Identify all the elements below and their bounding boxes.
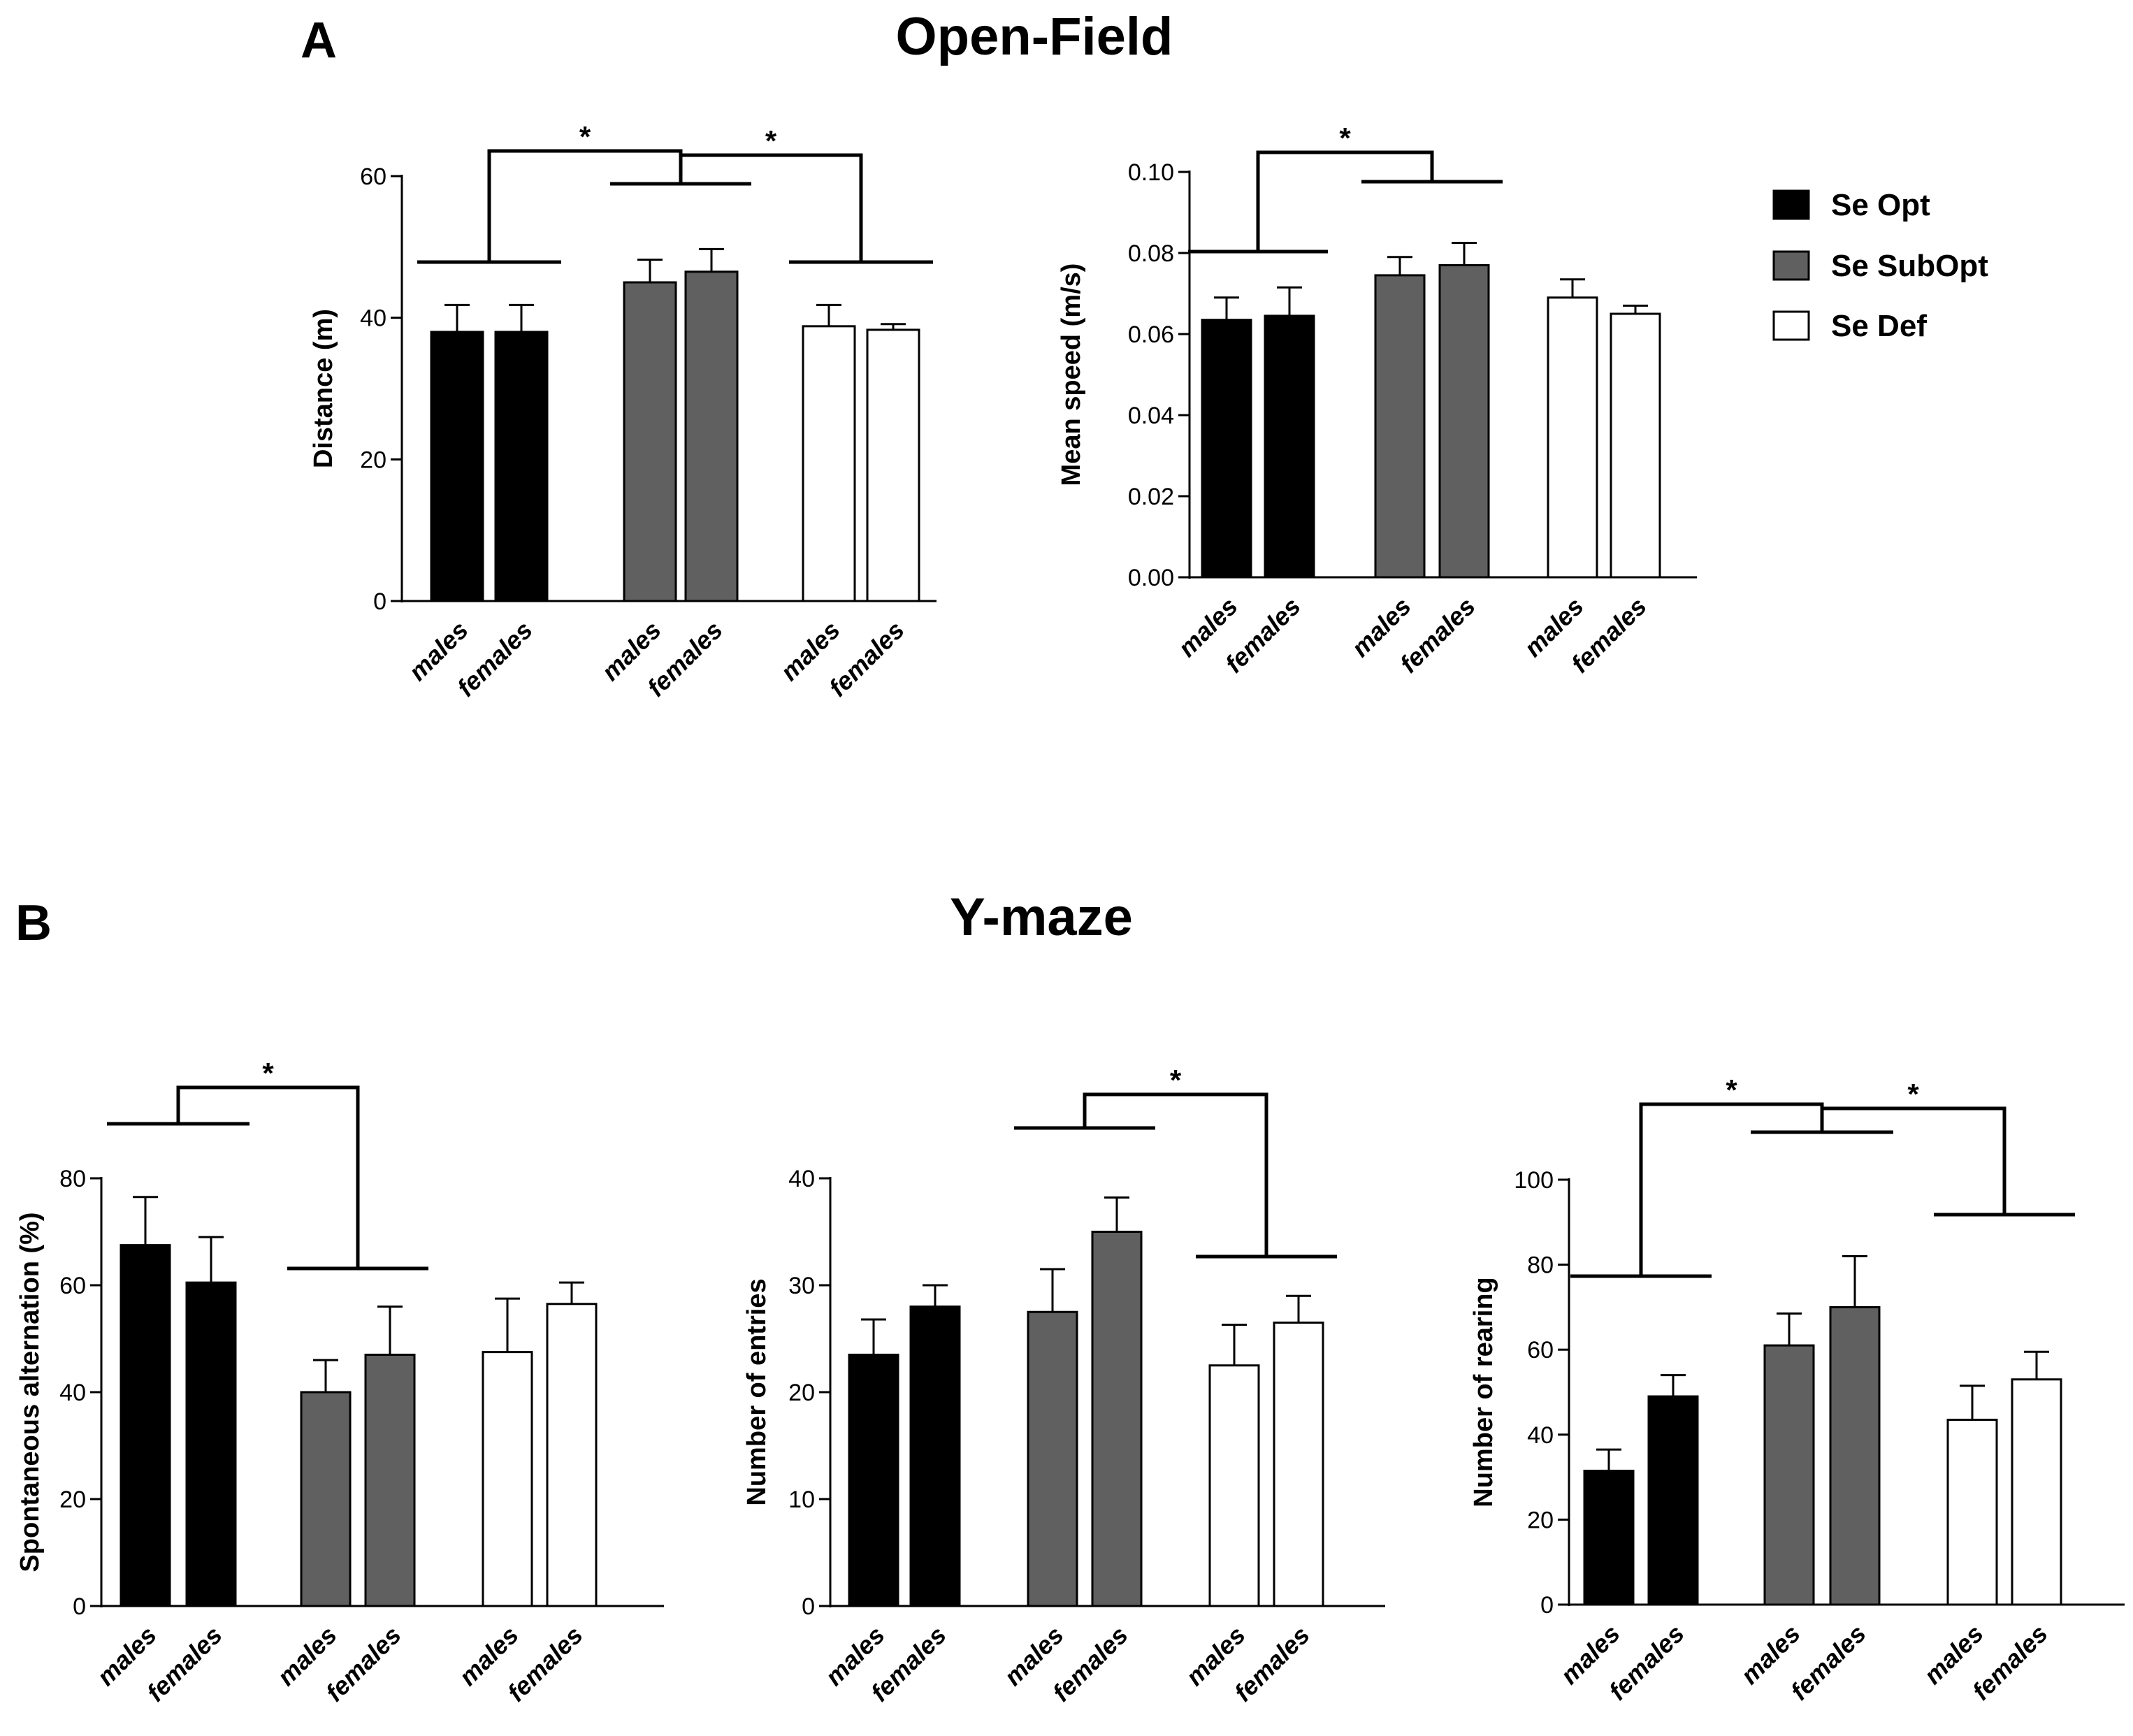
y-tick-label: 60 <box>1527 1337 1554 1364</box>
bar <box>120 1244 171 1607</box>
y-tick-label: 0 <box>802 1593 815 1620</box>
y-tick-label: 40 <box>1527 1422 1554 1449</box>
panel-a-title: Open-Field <box>896 7 1173 66</box>
y-tick-label: 0.10 <box>1128 159 1174 186</box>
bar <box>185 1281 237 1607</box>
significance-bracket <box>679 153 863 262</box>
significance-bracket <box>1820 1106 2007 1215</box>
bar <box>1264 314 1315 579</box>
significance-marker: * <box>765 124 777 157</box>
significance-bracket <box>176 1085 360 1268</box>
bar <box>802 325 856 602</box>
y-tick-label: 20 <box>1527 1507 1554 1533</box>
bar <box>1763 1344 1815 1606</box>
legend-item-se-def: Se Def <box>1772 309 1927 343</box>
y-axis-label: Number of entries <box>742 1278 772 1505</box>
y-axis-label: Distance (m) <box>309 309 338 468</box>
significance-bracket <box>487 149 683 262</box>
y-tick-label: 10 <box>788 1487 815 1513</box>
y-tick-label: 20 <box>59 1487 86 1513</box>
bar <box>1091 1231 1143 1607</box>
y-tick-label: 0 <box>1540 1592 1554 1619</box>
bar <box>1829 1305 1881 1606</box>
legend-swatch-se-def <box>1772 310 1810 341</box>
significance-marker: * <box>1339 122 1351 154</box>
bar <box>866 328 920 602</box>
y-tick-label: 0 <box>373 588 386 615</box>
bar <box>1374 274 1426 579</box>
bar <box>494 331 549 602</box>
significance-bracket <box>1083 1092 1268 1257</box>
legend: Se Opt Se SubOpt Se Def <box>1772 188 1988 343</box>
bar <box>1208 1364 1260 1607</box>
legend-label-se-opt: Se Opt <box>1831 188 1930 222</box>
bar <box>2011 1378 2062 1606</box>
bar <box>430 331 484 602</box>
y-axis-label: Number of rearing <box>1469 1277 1498 1507</box>
y-tick-label: 0.02 <box>1128 484 1174 510</box>
bar <box>1547 296 1598 579</box>
bar <box>1201 319 1252 579</box>
significance-bracket <box>1256 150 1434 252</box>
bar <box>364 1353 416 1607</box>
y-axis-label: Spontaneous alternation (%) <box>15 1212 45 1572</box>
legend-label-se-subopt: Se SubOpt <box>1831 249 1988 283</box>
bar <box>1647 1395 1699 1606</box>
y-tick-label: 80 <box>59 1166 86 1192</box>
significance-marker: * <box>1726 1073 1737 1106</box>
legend-item-se-subopt: Se SubOpt <box>1772 249 1988 283</box>
bar <box>1610 312 1661 579</box>
legend-swatch-se-opt <box>1772 189 1810 220</box>
legend-swatch-se-subopt <box>1772 250 1810 281</box>
significance-marker: * <box>579 120 591 153</box>
significance-marker: * <box>1170 1064 1182 1097</box>
bar <box>1946 1419 1998 1606</box>
y-tick-label: 40 <box>59 1380 86 1406</box>
bar <box>1438 263 1490 579</box>
y-tick-label: 80 <box>1527 1252 1554 1279</box>
bar <box>684 270 739 602</box>
y-tick-label: 60 <box>59 1273 86 1299</box>
significance-marker: * <box>262 1057 274 1090</box>
mean-speed-chart: 0.00 0.02 0.04 0.06 0.08 0.10 Mean speed (m/s)… <box>1057 122 1697 678</box>
y-tick-label: 60 <box>360 164 386 190</box>
legend-label-se-def: Se Def <box>1831 309 1927 343</box>
bar <box>1273 1322 1324 1607</box>
bar <box>1583 1469 1635 1606</box>
bar <box>623 281 677 602</box>
y-tick-label: 30 <box>788 1273 815 1299</box>
y-tick-label: 100 <box>1514 1167 1554 1194</box>
significance-marker: * <box>1907 1078 1919 1111</box>
significance-bracket <box>1639 1102 1824 1276</box>
y-axis-label: Mean speed (m/s) <box>1057 263 1086 486</box>
bar <box>546 1303 598 1607</box>
y-tick-label: 0.04 <box>1128 403 1174 429</box>
legend-item-se-opt: Se Opt <box>1772 188 1930 222</box>
y-tick-label: 0.08 <box>1128 240 1174 267</box>
y-tick-label: 0.06 <box>1128 321 1174 348</box>
bar <box>1027 1310 1078 1607</box>
y-tick-label: 40 <box>360 305 386 332</box>
y-tick-label: 40 <box>788 1166 815 1192</box>
y-tick-label: 20 <box>360 447 386 473</box>
bar <box>848 1353 899 1607</box>
y-tick-label: 20 <box>788 1380 815 1406</box>
y-tick-label: 0.00 <box>1128 565 1174 591</box>
panel-b-title: Y-maze <box>950 888 1133 947</box>
panel-a-letter: A <box>301 13 337 68</box>
panel-b-letter: B <box>15 895 52 951</box>
bar <box>300 1391 352 1607</box>
bar <box>482 1351 533 1607</box>
bar <box>909 1305 961 1607</box>
y-tick-label: 0 <box>73 1593 86 1620</box>
